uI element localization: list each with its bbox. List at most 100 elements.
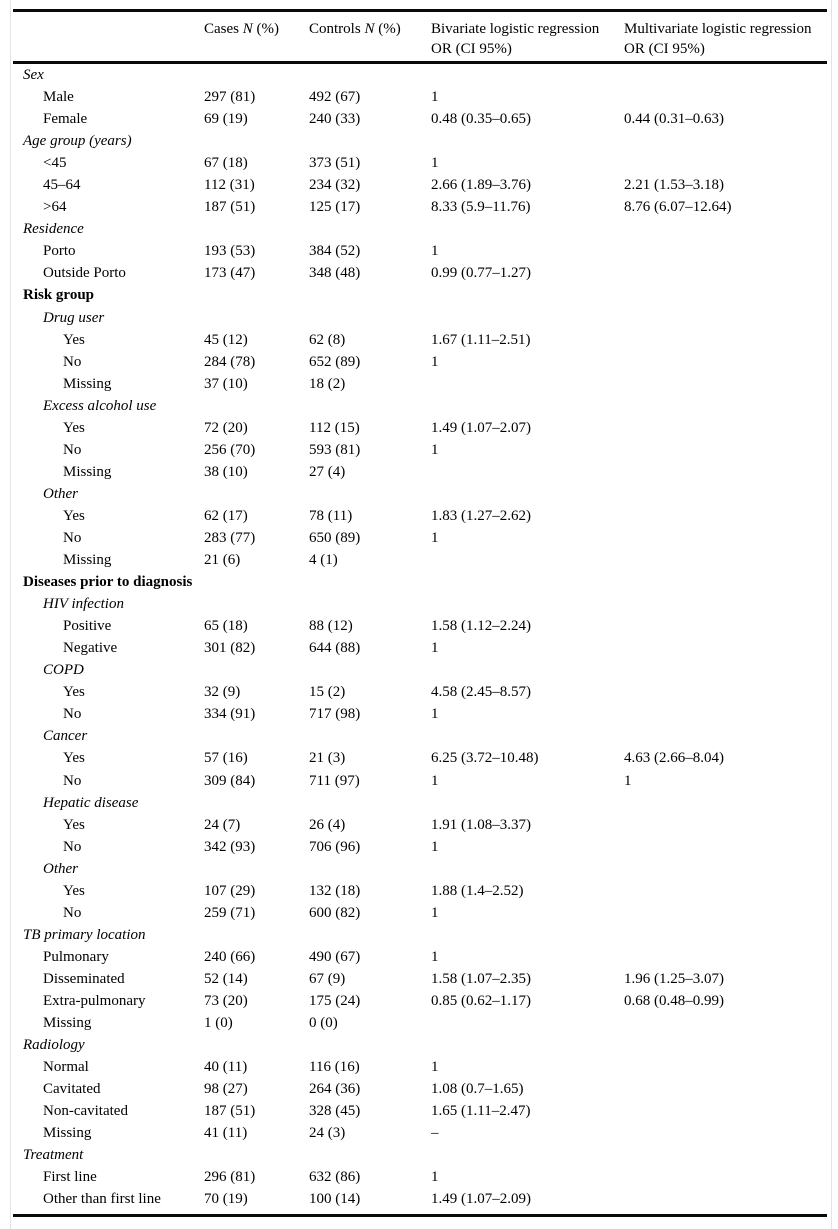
controls-cell: [309, 792, 431, 814]
cases-cell: [204, 858, 309, 880]
bivariate-or-cell: 1: [431, 243, 439, 260]
row-label: Positive: [63, 618, 112, 635]
multivariate-or-cell: [624, 284, 827, 306]
table-row: No 256 (70) 593 (81) 1: [13, 439, 827, 461]
bivariate-or-cell: 1.58 (1.07–2.35): [431, 970, 531, 987]
header-cases-label: Cases N (%): [204, 21, 280, 37]
row-label: HIV infection: [43, 596, 124, 613]
row-label: Missing: [63, 375, 112, 392]
controls-cell: 27 (4): [309, 463, 346, 480]
table-row: No 283 (77) 650 (89) 1: [13, 527, 827, 549]
controls-cell: 632 (86): [309, 1169, 361, 1186]
row-label: Male: [43, 89, 74, 106]
bivariate-or-cell: [431, 130, 624, 152]
multivariate-or-cell: [624, 439, 827, 461]
table-row: Negative 301 (82) 644 (88) 1: [13, 637, 827, 659]
multivariate-or-cell: [624, 1078, 827, 1100]
cases-cell: [204, 1034, 309, 1056]
table-row: Yes 107 (29) 132 (18) 1.88 (1.4–2.52): [13, 880, 827, 902]
controls-cell: 348 (48): [309, 265, 361, 282]
table-row: <45 67 (18) 373 (51) 1: [13, 152, 827, 174]
bivariate-or-cell: 1: [431, 530, 439, 546]
bivariate-or-cell: 1.65 (1.11–2.47): [431, 1103, 531, 1120]
header-controls: Controls N (%): [309, 10, 431, 64]
row-label: Yes: [63, 507, 85, 524]
cases-cell: [204, 307, 309, 329]
multivariate-or-cell: [624, 130, 827, 152]
multivariate-or-cell: 0.68 (0.48–0.99): [624, 992, 724, 1009]
bivariate-or-cell: 1: [431, 838, 439, 855]
controls-cell: 328 (45): [309, 1103, 361, 1120]
multivariate-or-cell: [624, 417, 827, 439]
row-label: Cavitated: [43, 1081, 101, 1098]
controls-cell: 15 (2): [309, 684, 346, 701]
multivariate-or-cell: [624, 571, 827, 593]
cases-cell: 57 (16): [204, 750, 248, 767]
cases-cell: 187 (51): [204, 1103, 256, 1120]
cases-cell: 297 (81): [204, 89, 256, 106]
controls-cell: [309, 725, 431, 747]
controls-cell: 18 (2): [309, 375, 346, 392]
row-label: No: [63, 530, 82, 546]
bivariate-or-cell: [431, 461, 624, 483]
bivariate-or-cell: [431, 63, 624, 87]
multivariate-or-cell: [624, 63, 827, 87]
cases-cell: 40 (11): [204, 1059, 248, 1076]
cases-cell: 21 (6): [204, 552, 241, 569]
controls-cell: [309, 307, 431, 329]
table-row: Other: [13, 858, 827, 880]
table-row: Cancer: [13, 725, 827, 747]
header-bivariate-line2: OR (CI 95%): [431, 41, 512, 57]
table-row: Yes 57 (16) 21 (3) 6.25 (3.72–10.48) 4.63 (2…: [13, 747, 827, 769]
controls-cell: 240 (33): [309, 111, 361, 128]
row-label: 45–64: [43, 177, 81, 194]
header-empty-cell: [13, 10, 204, 64]
multivariate-or-cell: [624, 615, 827, 637]
row-label: Yes: [63, 684, 85, 701]
multivariate-or-cell: [624, 1166, 827, 1188]
bivariate-or-cell: 1.49 (1.07–2.09): [431, 1191, 531, 1208]
bivariate-or-cell: [431, 284, 624, 306]
table-row: Missing 21 (6) 4 (1): [13, 549, 827, 571]
multivariate-or-cell: [624, 946, 827, 968]
controls-cell: [309, 1144, 431, 1166]
controls-cell: 24 (3): [309, 1125, 346, 1142]
controls-cell: [309, 858, 431, 880]
table-row: Age group (years): [13, 130, 827, 152]
table-row: Diseases prior to diagnosis: [13, 571, 827, 593]
bivariate-or-cell: [431, 1012, 624, 1034]
multivariate-or-cell: [624, 483, 827, 505]
bivariate-or-cell: 1: [431, 155, 439, 172]
bivariate-or-cell: 1: [431, 948, 439, 965]
multivariate-or-cell: [624, 86, 827, 108]
controls-cell: 4 (1): [309, 552, 338, 569]
multivariate-or-cell: [624, 395, 827, 417]
row-label: Missing: [63, 552, 112, 569]
header-multivariate-line2: OR (CI 95%): [624, 41, 705, 57]
multivariate-or-cell: [624, 262, 827, 284]
cases-cell: [204, 924, 309, 946]
bivariate-or-cell: 1: [431, 772, 439, 789]
cases-cell: 37 (10): [204, 375, 248, 392]
bivariate-or-cell: [431, 373, 624, 395]
cases-cell: 256 (70): [204, 441, 256, 458]
bivariate-or-cell: 4.58 (2.45–8.57): [431, 684, 531, 701]
row-label: Missing: [43, 1015, 92, 1032]
controls-cell: 21 (3): [309, 750, 346, 767]
table-row: Missing 1 (0) 0 (0): [13, 1012, 827, 1034]
controls-cell: [309, 924, 431, 946]
row-label: Residence: [23, 221, 84, 238]
controls-cell: 717 (98): [309, 706, 361, 723]
multivariate-or-cell: [624, 637, 827, 659]
table-row: Positive 65 (18) 88 (12) 1.58 (1.12–2.24): [13, 615, 827, 637]
controls-cell: 490 (67): [309, 948, 361, 965]
cases-cell: 98 (27): [204, 1081, 248, 1098]
row-label: No: [63, 838, 82, 855]
table-row: Non-cavitated 187 (51) 328 (45) 1.65 (1.11–…: [13, 1100, 827, 1122]
multivariate-or-cell: [624, 1034, 827, 1056]
row-label: Diseases prior to diagnosis: [23, 574, 193, 591]
table-body: Sex Male 297 (81) 492 (67) 1 Female 69 (19) 240…: [13, 63, 827, 1216]
table-row: No 284 (78) 652 (89) 1: [13, 351, 827, 373]
table-row: Risk group: [13, 284, 827, 306]
bivariate-or-cell: 1: [431, 1169, 439, 1186]
